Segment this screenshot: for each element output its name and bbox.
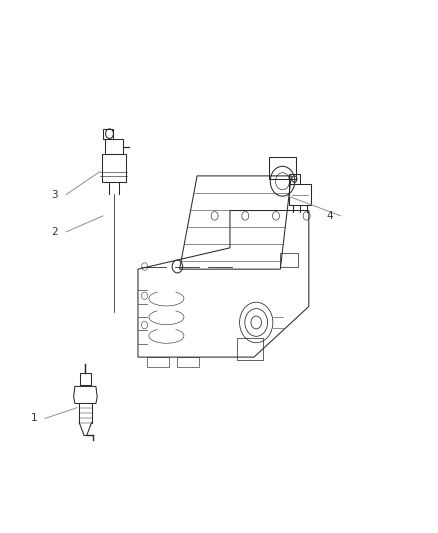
- Bar: [102, 154, 126, 182]
- Bar: [289, 174, 300, 184]
- Bar: [237, 338, 263, 360]
- Bar: [280, 253, 298, 266]
- Bar: [105, 139, 123, 154]
- Bar: [289, 184, 311, 205]
- Bar: [177, 357, 199, 367]
- Text: 3: 3: [52, 190, 58, 199]
- Text: 4: 4: [326, 211, 333, 221]
- Bar: [269, 157, 296, 179]
- Bar: [147, 357, 169, 367]
- Bar: [80, 373, 91, 385]
- Text: 1: 1: [31, 414, 37, 423]
- Text: 2: 2: [52, 227, 58, 237]
- Bar: [103, 130, 113, 139]
